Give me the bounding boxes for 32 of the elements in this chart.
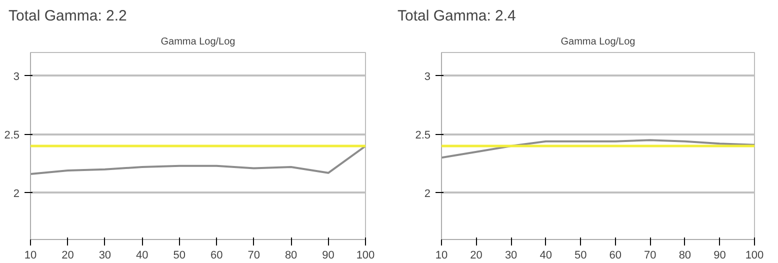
y-tick-label: 2.5: [415, 129, 431, 142]
x-tick-label: 50: [574, 250, 587, 262]
x-tick-label: 70: [644, 250, 656, 262]
y-tick-label: 2.5: [4, 129, 20, 142]
x-tick-label: 40: [136, 250, 148, 262]
x-tick-label: 90: [322, 250, 334, 262]
y-tick-label: 2: [424, 188, 431, 200]
y-tick-label: 3: [424, 70, 431, 83]
x-tick-label: 80: [284, 250, 298, 262]
x-tick-label: 80: [678, 250, 692, 262]
x-tick-label: 100: [356, 250, 375, 262]
x-tick-label: 30: [98, 250, 112, 262]
x-tick-label: 70: [248, 250, 260, 262]
x-tick-label: 10: [435, 250, 448, 262]
x-tick-label: 100: [745, 250, 764, 262]
chart-title: Total Gamma: 2.4: [398, 8, 516, 24]
x-tick-label: 10: [24, 250, 37, 262]
chart-subtitle: Gamma Log/Log: [160, 36, 236, 48]
x-tick-label: 40: [540, 250, 552, 262]
x-tick-label: 20: [470, 250, 482, 262]
x-tick-label: 90: [714, 250, 726, 262]
line-series: [442, 139, 754, 159]
x-tick-label: 30: [504, 250, 518, 262]
x-tick-label: 50: [173, 250, 186, 262]
x-tick-label: 60: [210, 250, 223, 262]
y-tick-label: 2: [13, 188, 20, 200]
y-tick-label: 3: [13, 70, 20, 83]
x-tick-label: 20: [62, 250, 74, 262]
chart-subtitle: Gamma Log/Log: [560, 36, 636, 48]
chart-title: Total Gamma: 2.2: [8, 8, 127, 24]
line-series: [30, 145, 366, 176]
x-tick-label: 60: [609, 250, 622, 262]
